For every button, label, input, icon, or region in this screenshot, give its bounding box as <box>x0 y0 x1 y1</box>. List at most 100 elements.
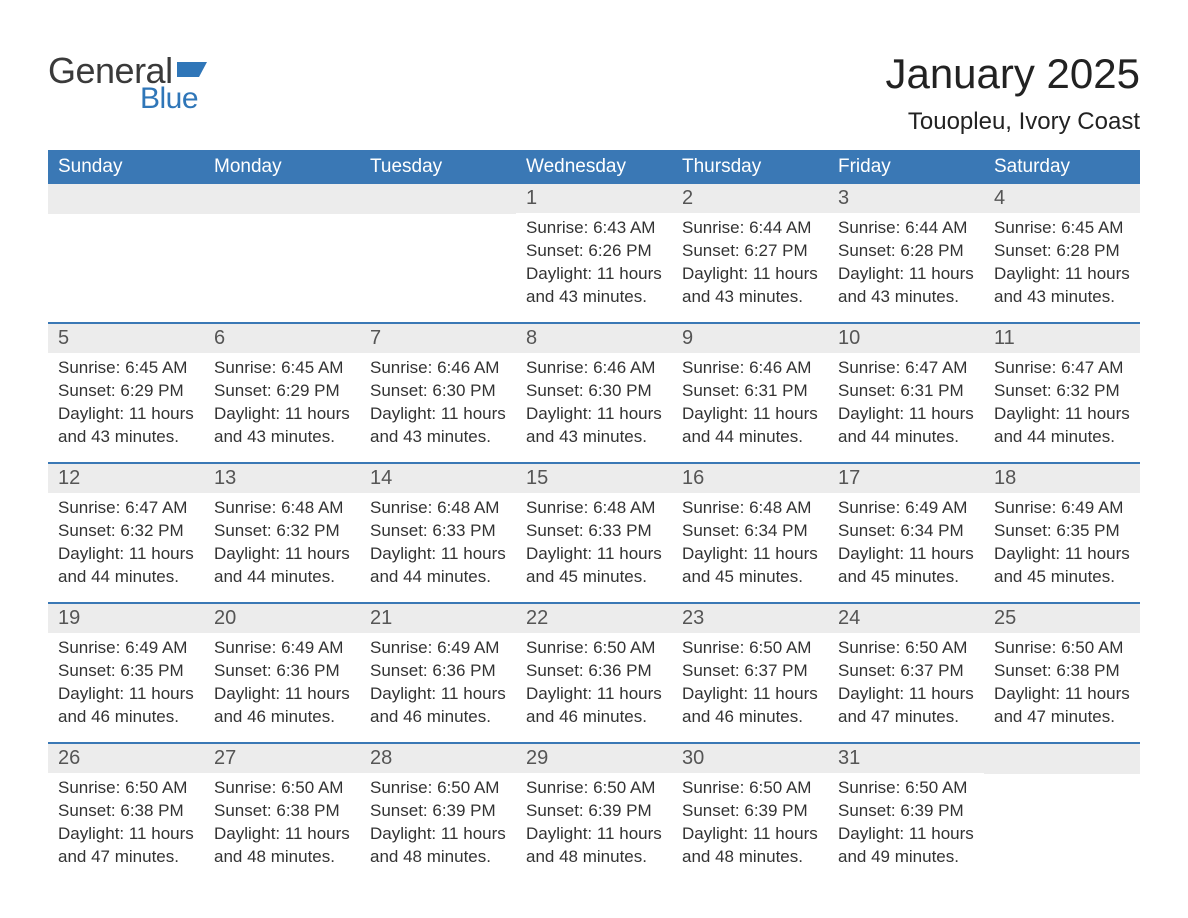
day-number-row: 10 <box>828 324 984 353</box>
daylight-line: and 48 minutes. <box>682 846 818 869</box>
day-number: 12 <box>58 467 80 489</box>
day-number-row: 20 <box>204 604 360 633</box>
day-number-row: 8 <box>516 324 672 353</box>
day-number-row: 22 <box>516 604 672 633</box>
daylight-line: and 43 minutes. <box>526 286 662 309</box>
sunrise-line: Sunrise: 6:45 AM <box>214 357 350 380</box>
daylight-line: Daylight: 11 hours <box>370 403 506 426</box>
day-data: Sunrise: 6:46 AMSunset: 6:30 PMDaylight:… <box>516 353 672 457</box>
sunrise-line: Sunrise: 6:46 AM <box>682 357 818 380</box>
daylight-line: Daylight: 11 hours <box>682 403 818 426</box>
daylight-line: and 44 minutes. <box>370 566 506 589</box>
day-data: Sunrise: 6:50 AMSunset: 6:37 PMDaylight:… <box>828 633 984 737</box>
sunrise-line: Sunrise: 6:45 AM <box>994 217 1130 240</box>
day-data: Sunrise: 6:49 AMSunset: 6:34 PMDaylight:… <box>828 493 984 597</box>
sunset-line: Sunset: 6:31 PM <box>838 380 974 403</box>
day-number-row: 21 <box>360 604 516 633</box>
day-data: Sunrise: 6:47 AMSunset: 6:32 PMDaylight:… <box>984 353 1140 457</box>
calendar-cell <box>204 184 360 322</box>
calendar-cell: 29Sunrise: 6:50 AMSunset: 6:39 PMDayligh… <box>516 744 672 882</box>
sunrise-line: Sunrise: 6:46 AM <box>526 357 662 380</box>
calendar: SundayMondayTuesdayWednesdayThursdayFrid… <box>48 150 1140 882</box>
day-header: Monday <box>204 150 360 184</box>
day-header: Wednesday <box>516 150 672 184</box>
day-header: Sunday <box>48 150 204 184</box>
day-data: Sunrise: 6:46 AMSunset: 6:30 PMDaylight:… <box>360 353 516 457</box>
day-number-row: 26 <box>48 744 204 773</box>
sunset-line: Sunset: 6:32 PM <box>58 520 194 543</box>
calendar-cell: 25Sunrise: 6:50 AMSunset: 6:38 PMDayligh… <box>984 604 1140 742</box>
day-data: Sunrise: 6:50 AMSunset: 6:38 PMDaylight:… <box>48 773 204 877</box>
daylight-line: Daylight: 11 hours <box>838 263 974 286</box>
day-number: 19 <box>58 607 80 629</box>
daylight-line: and 47 minutes. <box>58 846 194 869</box>
day-number: 20 <box>214 607 236 629</box>
daylight-line: and 43 minutes. <box>370 426 506 449</box>
day-number-row <box>48 184 204 214</box>
calendar-cell: 6Sunrise: 6:45 AMSunset: 6:29 PMDaylight… <box>204 324 360 462</box>
day-number: 14 <box>370 467 392 489</box>
sunset-line: Sunset: 6:36 PM <box>370 660 506 683</box>
calendar-cell <box>360 184 516 322</box>
day-number-row: 3 <box>828 184 984 213</box>
calendar-cell: 23Sunrise: 6:50 AMSunset: 6:37 PMDayligh… <box>672 604 828 742</box>
day-data: Sunrise: 6:45 AMSunset: 6:28 PMDaylight:… <box>984 213 1140 317</box>
day-data: Sunrise: 6:49 AMSunset: 6:35 PMDaylight:… <box>984 493 1140 597</box>
day-data: Sunrise: 6:49 AMSunset: 6:36 PMDaylight:… <box>204 633 360 737</box>
sunrise-line: Sunrise: 6:49 AM <box>214 637 350 660</box>
day-number-row: 18 <box>984 464 1140 493</box>
calendar-cell: 8Sunrise: 6:46 AMSunset: 6:30 PMDaylight… <box>516 324 672 462</box>
daylight-line: Daylight: 11 hours <box>838 403 974 426</box>
day-header: Friday <box>828 150 984 184</box>
daylight-line: and 45 minutes. <box>682 566 818 589</box>
day-number-row: 16 <box>672 464 828 493</box>
brand-logo: General Blue <box>48 50 211 116</box>
daylight-line: Daylight: 11 hours <box>526 263 662 286</box>
daylight-line: Daylight: 11 hours <box>58 683 194 706</box>
day-data: Sunrise: 6:48 AMSunset: 6:33 PMDaylight:… <box>516 493 672 597</box>
day-data: Sunrise: 6:50 AMSunset: 6:39 PMDaylight:… <box>516 773 672 877</box>
daylight-line: Daylight: 11 hours <box>214 543 350 566</box>
sunrise-line: Sunrise: 6:50 AM <box>58 777 194 800</box>
daylight-line: and 44 minutes. <box>994 426 1130 449</box>
daylight-line: and 45 minutes. <box>526 566 662 589</box>
day-number: 15 <box>526 467 548 489</box>
daylight-line: Daylight: 11 hours <box>838 683 974 706</box>
brand-blue: Blue <box>140 82 198 116</box>
day-data: Sunrise: 6:50 AMSunset: 6:38 PMDaylight:… <box>204 773 360 877</box>
day-number-row: 4 <box>984 184 1140 213</box>
calendar-cell: 26Sunrise: 6:50 AMSunset: 6:38 PMDayligh… <box>48 744 204 882</box>
day-data: Sunrise: 6:50 AMSunset: 6:36 PMDaylight:… <box>516 633 672 737</box>
daylight-line: and 48 minutes. <box>526 846 662 869</box>
sunset-line: Sunset: 6:32 PM <box>994 380 1130 403</box>
sunset-line: Sunset: 6:38 PM <box>214 800 350 823</box>
sunrise-line: Sunrise: 6:49 AM <box>370 637 506 660</box>
calendar-cell: 9Sunrise: 6:46 AMSunset: 6:31 PMDaylight… <box>672 324 828 462</box>
daylight-line: and 46 minutes. <box>526 706 662 729</box>
title-block: January 2025 Touopleu, Ivory Coast <box>885 50 1140 136</box>
sunset-line: Sunset: 6:26 PM <box>526 240 662 263</box>
day-number: 27 <box>214 747 236 769</box>
day-number-row: 2 <box>672 184 828 213</box>
calendar-cell: 21 Sunrise: 6:49 AMSunset: 6:36 PMDayligh… <box>360 604 516 742</box>
sunset-line: Sunset: 6:31 PM <box>682 380 818 403</box>
daylight-line: and 43 minutes. <box>994 286 1130 309</box>
day-data: Sunrise: 6:47 AMSunset: 6:31 PMDaylight:… <box>828 353 984 457</box>
day-number-row: 17 <box>828 464 984 493</box>
day-number-row <box>204 184 360 214</box>
daylight-line: Daylight: 11 hours <box>370 683 506 706</box>
day-number: 18 <box>994 467 1016 489</box>
daylight-line: and 46 minutes. <box>214 706 350 729</box>
day-number-row: 7 <box>360 324 516 353</box>
calendar-week: 1Sunrise: 6:43 AMSunset: 6:26 PMDaylight… <box>48 184 1140 322</box>
calendar-cell: 7Sunrise: 6:46 AMSunset: 6:30 PMDaylight… <box>360 324 516 462</box>
calendar-cell: 18 Sunrise: 6:49 AMSunset: 6:35 PMDayligh… <box>984 464 1140 602</box>
day-number-row: 11 <box>984 324 1140 353</box>
calendar-cell: 30Sunrise: 6:50 AMSunset: 6:39 PMDayligh… <box>672 744 828 882</box>
calendar-cell: 24Sunrise: 6:50 AMSunset: 6:37 PMDayligh… <box>828 604 984 742</box>
daylight-line: and 45 minutes. <box>838 566 974 589</box>
sunset-line: Sunset: 6:39 PM <box>526 800 662 823</box>
day-data: Sunrise: 6:45 AMSunset: 6:29 PMDaylight:… <box>204 353 360 457</box>
day-number-row: 19 <box>48 604 204 633</box>
daylight-line: Daylight: 11 hours <box>214 683 350 706</box>
